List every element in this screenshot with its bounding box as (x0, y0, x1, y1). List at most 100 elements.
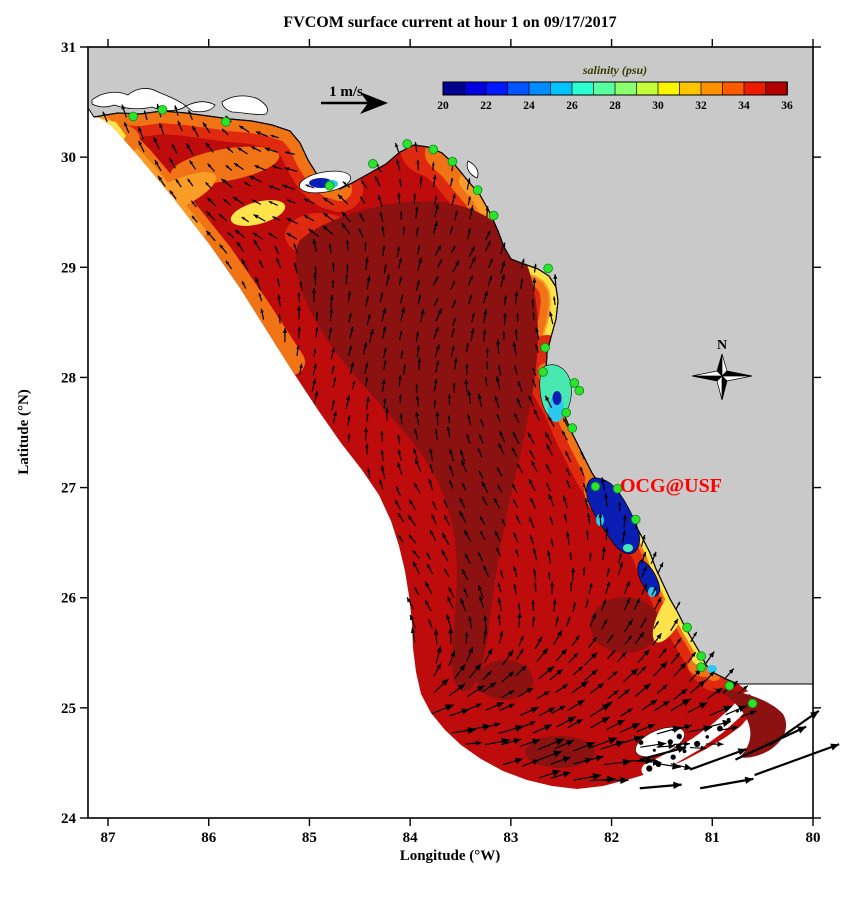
current-vector-head (435, 344, 440, 350)
current-vector-head (400, 294, 404, 299)
current-vector-head (498, 443, 503, 449)
compass-rose: N (691, 338, 753, 401)
colorbar-cell (528, 81, 552, 96)
station-markers (128, 104, 758, 709)
current-vector-head (205, 182, 209, 186)
keys-islet-dot (638, 740, 644, 745)
current-vector-head (462, 569, 466, 575)
current-vector-head (495, 376, 500, 382)
current-vector-head (383, 360, 387, 364)
colorbar-tick-label: 22 (480, 100, 492, 112)
current-vector-head (612, 671, 618, 676)
current-vector-head (749, 710, 757, 716)
station-marker (221, 117, 231, 127)
current-vector-head (668, 743, 676, 750)
current-vector-head (124, 122, 128, 127)
current-vector-head (434, 327, 439, 332)
current-vector-head (513, 583, 517, 588)
current-vector-head (395, 142, 399, 148)
current-vector-head (410, 627, 416, 634)
station-marker (538, 367, 548, 377)
current-vector-head (507, 649, 514, 657)
current-vector-head (234, 229, 240, 235)
current-vector-head (431, 514, 435, 519)
current-vector-head (521, 665, 527, 671)
current-vector-head (566, 480, 570, 484)
current-vector-head (561, 649, 567, 655)
current-vector-head (643, 683, 651, 691)
current-vector-head (414, 482, 418, 488)
current-vector-head (381, 226, 385, 231)
current-vector-head (660, 661, 668, 669)
current-vector-head (386, 274, 390, 279)
current-vector-head (315, 312, 319, 316)
current-vector-head (474, 663, 482, 671)
current-vector-head (430, 530, 434, 535)
current-vector-head (602, 599, 607, 604)
current-vector-head (433, 629, 439, 635)
current-vector-head (243, 182, 248, 185)
current-vector-head (513, 499, 517, 503)
current-vector-head (428, 619, 432, 623)
current-vector-head (380, 465, 385, 471)
current-vector-head (479, 470, 482, 475)
y-tick-label: 31 (61, 40, 76, 56)
current-vector-head (358, 228, 362, 233)
current-vector-head (601, 546, 606, 552)
current-vector-head (459, 497, 464, 503)
current-vector-head (542, 648, 549, 655)
colorbar-cell (442, 81, 466, 96)
current-vector-head (516, 313, 519, 317)
current-vector (734, 725, 807, 761)
current-vector-head (582, 567, 586, 571)
current-vector-head (383, 264, 387, 268)
plot-border (87, 46, 814, 819)
current-vector-head (415, 458, 420, 465)
current-vector-head (483, 615, 488, 621)
current-vector-head (206, 211, 211, 216)
current-vector-head (546, 464, 550, 469)
current-vector-head (272, 216, 276, 220)
current-vector-head (420, 308, 425, 315)
station-marker (428, 144, 439, 155)
current-vector-head (662, 684, 668, 690)
current-vector-head (419, 176, 423, 181)
big-bend-inlet (466, 160, 479, 179)
current-vector-head (276, 278, 280, 283)
current-vector-head (519, 649, 524, 654)
current-vector-head (186, 143, 191, 149)
current-vector-head (530, 707, 539, 714)
current-vector-head (331, 279, 335, 283)
current-vector-head (577, 699, 585, 707)
station-marker (368, 158, 378, 169)
current-vector-head (453, 317, 456, 322)
current-vector-head (296, 345, 300, 350)
current-vector-head (485, 206, 490, 211)
current-vector-head (138, 140, 143, 146)
current-vector-head (680, 688, 688, 695)
current-vector-head (402, 364, 407, 369)
current-vector-head (547, 571, 551, 576)
current-vector-head (367, 313, 371, 319)
current-vector-head (662, 700, 670, 707)
current-vector-head (628, 635, 632, 640)
current-vector-head (413, 193, 417, 198)
current-vector-head (552, 750, 562, 758)
colorbar-cell (507, 81, 530, 96)
current-vector-head (576, 719, 583, 725)
current-vector-head (331, 365, 335, 370)
current-vector-head (174, 105, 178, 110)
current-vector-head (475, 703, 482, 709)
current-vector-head (255, 131, 261, 136)
y-tick-label: 29 (61, 260, 76, 276)
current-vector-head (331, 347, 335, 353)
current-vector-head (503, 295, 507, 300)
current-vector-head (520, 278, 524, 283)
current-vector-head (345, 239, 350, 244)
current-vector-head (255, 277, 260, 283)
current-vector-head (535, 327, 539, 333)
current-vector-head (476, 685, 485, 693)
current-vector-head (545, 432, 550, 438)
current-vector-head (169, 158, 174, 163)
current-vector-head (624, 689, 630, 695)
